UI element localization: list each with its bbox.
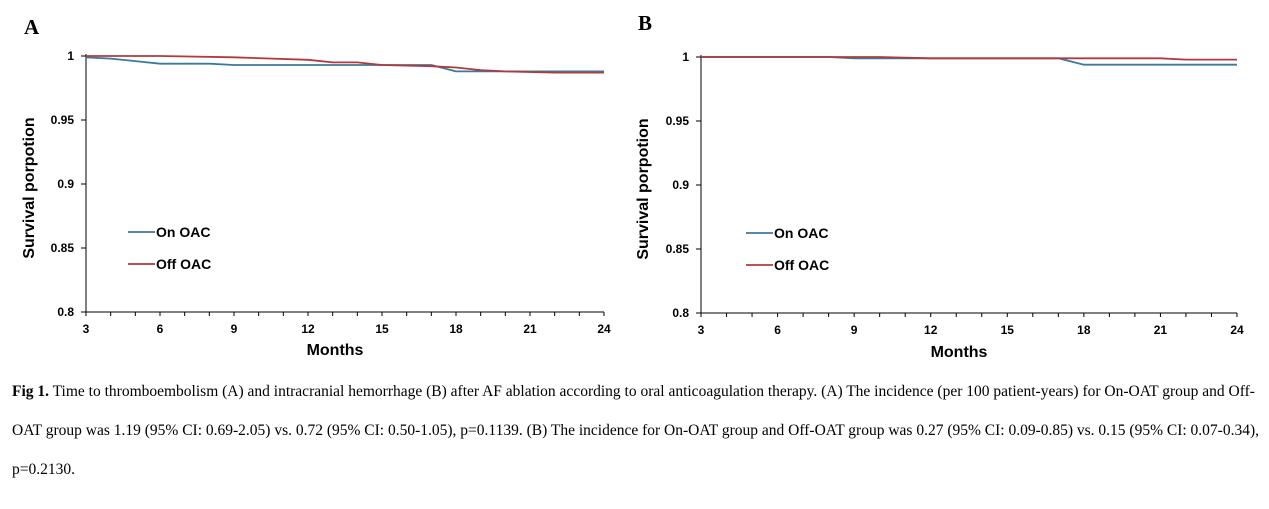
x-tick-label: 9 [231, 322, 238, 336]
x-tick-label: 12 [301, 322, 315, 336]
x-tick-label: 24 [597, 322, 611, 336]
x-tick-label: 21 [523, 322, 537, 336]
y-tick-label: 0.85 [666, 242, 690, 256]
y-axis-title: Survival porpotion [635, 118, 652, 259]
x-tick-label: 6 [157, 322, 164, 336]
y-tick-label: 0.95 [51, 113, 75, 127]
y-tick-label: 0.8 [57, 305, 74, 319]
y-tick-label: 1 [682, 50, 689, 64]
x-axis-title: Months [931, 344, 988, 361]
x-tick-label: 15 [1001, 323, 1015, 337]
x-tick-label: 12 [924, 323, 938, 337]
caption-label: Fig 1. [12, 383, 50, 400]
series-line-off-oac [701, 56, 1237, 61]
legend-label: Off OAC [156, 256, 211, 272]
y-axis-title: Survival porpotion [21, 117, 38, 258]
x-tick-label: 6 [774, 323, 781, 337]
panel-label: B [638, 11, 652, 35]
y-tick-label: 0.8 [672, 306, 689, 320]
y-tick-label: 0.85 [51, 241, 75, 255]
chart-a: A 0.8 0.85 0.9 0.95 1 3 6 9 12 15 18 21 24 Months Survi… [21, 15, 611, 359]
y-tick-label: 0.9 [672, 178, 689, 192]
series-line-on-oac [85, 56, 604, 73]
x-tick-label: 9 [851, 323, 858, 337]
figure-caption: Fig 1. Time to thromboembolism (A) and i… [12, 372, 1262, 489]
x-tick-label: 18 [449, 322, 463, 336]
x-tick-label: 21 [1154, 323, 1168, 337]
legend-label: Off OAC [774, 257, 829, 273]
x-tick-label: 18 [1077, 323, 1091, 337]
y-tick-label: 0.9 [57, 177, 74, 191]
chart-b: B 0.8 0.85 0.9 0.95 1 3 6 9 12 15 18 21 24 Months Survi… [635, 11, 1244, 361]
panel-label: A [24, 15, 40, 39]
series-line-off-oac [86, 55, 604, 74]
legend-label: On OAC [156, 224, 210, 240]
y-tick-label: 1 [67, 49, 74, 63]
x-tick-label: 24 [1230, 323, 1244, 337]
caption-text: Time to thromboembolism (A) and intracra… [12, 383, 1260, 478]
x-tick-label: 3 [698, 323, 705, 337]
legend-label: On OAC [774, 225, 828, 241]
x-tick-label: 15 [375, 322, 389, 336]
x-tick-label: 3 [83, 322, 90, 336]
y-tick-label: 0.95 [666, 114, 690, 128]
x-axis-title: Months [307, 342, 364, 359]
